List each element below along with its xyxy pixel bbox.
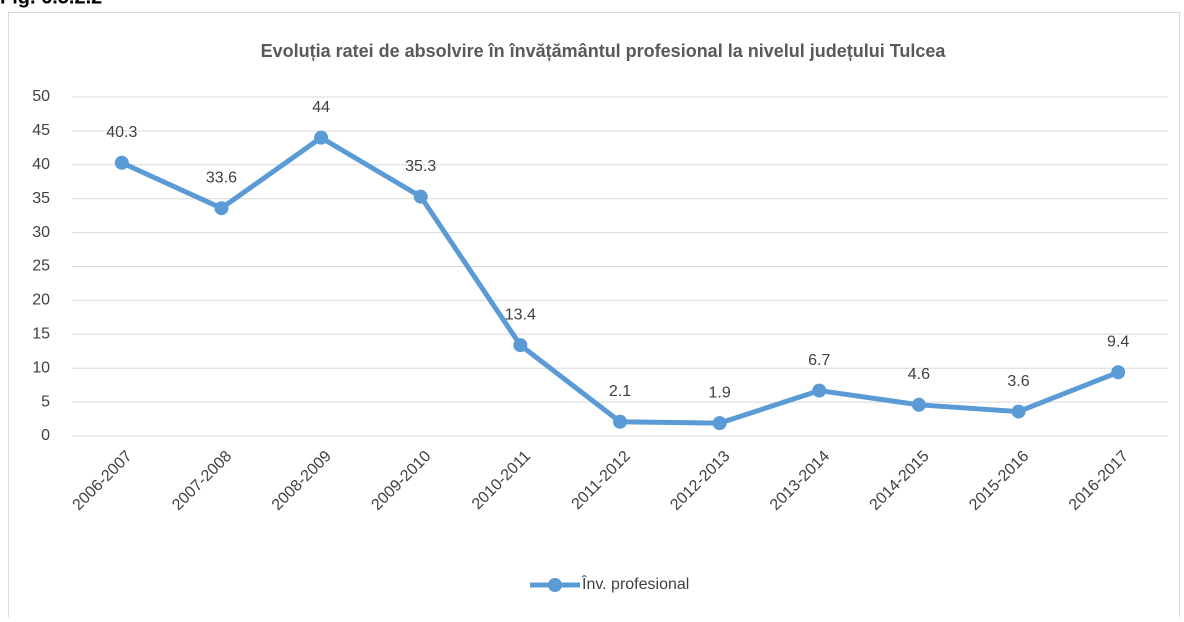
data-point [114, 155, 129, 170]
y-tick-label: 10 [32, 359, 50, 376]
data-label: 40.3 [106, 124, 137, 141]
y-tick-label: 35 [32, 190, 50, 207]
y-tick-label: 45 [32, 122, 50, 139]
chart-title: Evoluția ratei de absolvire în învățămân… [261, 41, 947, 61]
x-tick-label: 2011-2012 [569, 448, 634, 513]
x-tick-label: 2009-2010 [368, 448, 434, 514]
data-point [613, 414, 627, 429]
figure-label: Fig. 6.5.2.2 [0, 0, 102, 8]
data-point [314, 130, 329, 145]
data-label: 6.7 [808, 352, 830, 369]
legend-label: Înv. profesional [581, 574, 689, 593]
x-tick-label: 2016-2017 [1066, 448, 1132, 514]
data-label: 9.4 [1107, 333, 1129, 350]
x-tick-label: 2015-2016 [966, 448, 1032, 514]
legend-marker [548, 578, 562, 592]
data-label: 44 [312, 99, 330, 116]
data-point [911, 397, 926, 412]
x-tick-label: 2014-2015 [867, 448, 933, 514]
x-tick-label: 2012-2013 [667, 448, 733, 514]
series-line [120, 135, 1120, 426]
x-tick-label: 2006-2007 [70, 448, 136, 514]
x-tick-label: 2013-2014 [767, 448, 833, 514]
data-point [1111, 365, 1126, 380]
data-point [1011, 404, 1026, 419]
y-tick-label: 40 [32, 156, 50, 173]
data-label: 13.4 [505, 306, 536, 323]
data-point [513, 338, 528, 353]
y-tick-label: 0 [41, 427, 50, 444]
data-point [812, 383, 827, 398]
data-label: 3.6 [1007, 373, 1029, 390]
data-point [214, 201, 229, 216]
y-tick-label: 5 [41, 393, 50, 410]
y-tick-label: 20 [32, 292, 50, 309]
data-label: 1.9 [709, 384, 731, 401]
data-label: 2.1 [609, 383, 631, 400]
data-label: 33.6 [206, 169, 237, 186]
y-tick-label: 50 [32, 88, 50, 105]
x-tick-label: 2008-2009 [269, 448, 335, 514]
data-label: 35.3 [405, 158, 436, 175]
chart-frame [8, 12, 1180, 622]
y-tick-label: 30 [32, 224, 50, 241]
data-label: 4.6 [908, 366, 930, 383]
y-tick-label: 25 [32, 258, 50, 275]
x-tick-label: 2010-2011 [469, 448, 534, 513]
data-point [712, 416, 727, 431]
x-tick-label: 2007-2008 [169, 448, 235, 514]
data-point [413, 189, 428, 204]
y-tick-label: 15 [32, 326, 50, 343]
